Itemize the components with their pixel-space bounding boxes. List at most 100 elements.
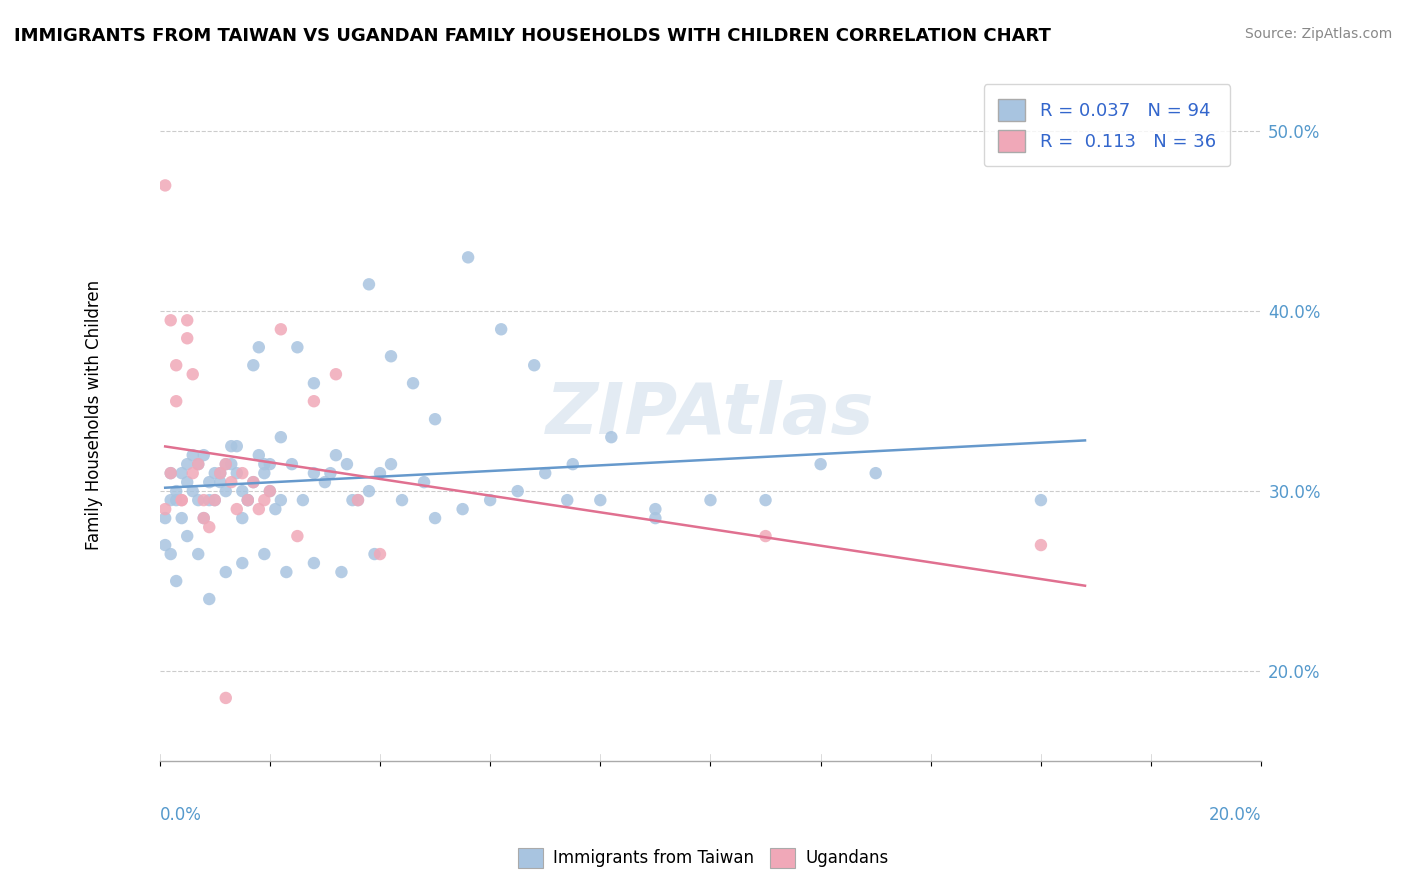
Point — [391, 493, 413, 508]
Point — [865, 466, 887, 480]
Text: 0.0%: 0.0% — [160, 805, 201, 824]
Point — [170, 511, 193, 525]
Point — [479, 493, 502, 508]
Point — [153, 538, 176, 552]
Point — [219, 457, 242, 471]
Point — [457, 251, 479, 265]
Point — [215, 457, 238, 471]
Point — [357, 484, 380, 499]
Text: Source: ZipAtlas.com: Source: ZipAtlas.com — [1244, 27, 1392, 41]
Point — [368, 466, 391, 480]
Point — [259, 484, 281, 499]
Point — [231, 511, 253, 525]
Point — [198, 520, 221, 534]
Point — [187, 493, 209, 508]
Point — [159, 466, 181, 480]
Point — [368, 547, 391, 561]
Point — [181, 484, 204, 499]
Point — [170, 493, 193, 508]
Point — [336, 457, 359, 471]
Point — [270, 430, 292, 444]
Point — [225, 502, 247, 516]
Point — [451, 502, 474, 516]
Point — [319, 466, 342, 480]
Point — [253, 457, 276, 471]
Point — [325, 368, 347, 382]
Point — [314, 475, 336, 490]
Point — [302, 466, 325, 480]
Point — [302, 376, 325, 391]
Point — [347, 493, 370, 508]
Point — [198, 592, 221, 607]
Point — [187, 547, 209, 561]
Point — [347, 493, 370, 508]
Point — [204, 493, 226, 508]
Point — [259, 457, 281, 471]
Point — [264, 502, 287, 516]
Legend: Immigrants from Taiwan, Ugandans: Immigrants from Taiwan, Ugandans — [510, 841, 896, 875]
Point — [699, 493, 721, 508]
Point — [423, 511, 446, 525]
Point — [165, 574, 187, 588]
Point — [198, 493, 221, 508]
Point — [247, 340, 270, 354]
Point — [159, 493, 181, 508]
Point — [215, 565, 238, 579]
Point — [247, 448, 270, 462]
Point — [413, 475, 436, 490]
Point — [176, 331, 198, 345]
Point — [225, 466, 247, 480]
Point — [644, 511, 666, 525]
Point — [187, 457, 209, 471]
Point — [231, 556, 253, 570]
Point — [204, 493, 226, 508]
Point — [506, 484, 529, 499]
Point — [489, 322, 512, 336]
Point — [380, 457, 402, 471]
Point — [253, 493, 276, 508]
Text: ZIPAtlas: ZIPAtlas — [546, 380, 875, 450]
Point — [176, 475, 198, 490]
Point — [165, 493, 187, 508]
Point — [423, 412, 446, 426]
Point — [1029, 538, 1052, 552]
Point — [402, 376, 425, 391]
Point — [644, 502, 666, 516]
Point — [170, 493, 193, 508]
Point — [153, 502, 176, 516]
Point — [302, 394, 325, 409]
Point — [276, 565, 298, 579]
Point — [204, 466, 226, 480]
Point — [181, 368, 204, 382]
Point — [176, 457, 198, 471]
Point — [225, 439, 247, 453]
Point — [176, 529, 198, 543]
Point — [534, 466, 557, 480]
Point — [523, 358, 546, 372]
Text: Family Households with Children: Family Households with Children — [84, 279, 103, 549]
Point — [270, 493, 292, 508]
Point — [159, 466, 181, 480]
Point — [231, 484, 253, 499]
Point — [153, 178, 176, 193]
Point — [165, 358, 187, 372]
Point — [236, 493, 259, 508]
Point — [253, 547, 276, 561]
Legend: R = 0.037   N = 94, R =  0.113   N = 36: R = 0.037 N = 94, R = 0.113 N = 36 — [984, 85, 1230, 167]
Point — [209, 466, 232, 480]
Point — [380, 349, 402, 363]
Point — [209, 475, 232, 490]
Point — [259, 484, 281, 499]
Point — [1029, 493, 1052, 508]
Point — [165, 394, 187, 409]
Point — [159, 313, 181, 327]
Point — [231, 466, 253, 480]
Point — [325, 448, 347, 462]
Point — [193, 511, 215, 525]
Point — [176, 313, 198, 327]
Point — [170, 466, 193, 480]
Point — [219, 475, 242, 490]
Point — [159, 547, 181, 561]
Point — [198, 475, 221, 490]
Point — [242, 475, 264, 490]
